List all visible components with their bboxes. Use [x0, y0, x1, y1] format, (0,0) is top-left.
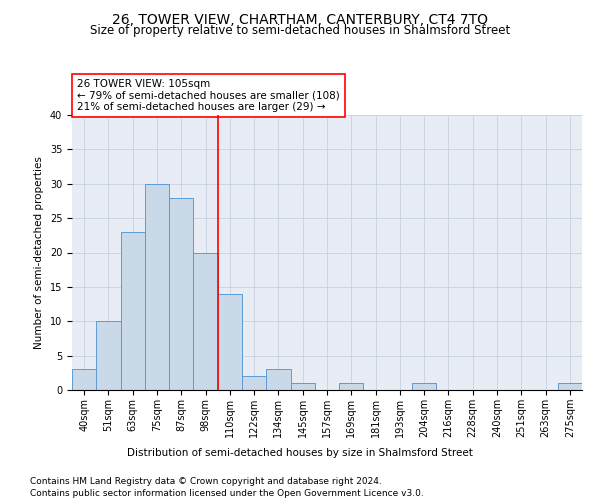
Text: 26, TOWER VIEW, CHARTHAM, CANTERBURY, CT4 7TQ: 26, TOWER VIEW, CHARTHAM, CANTERBURY, CT…: [112, 12, 488, 26]
Text: Distribution of semi-detached houses by size in Shalmsford Street: Distribution of semi-detached houses by …: [127, 448, 473, 458]
Bar: [339, 383, 364, 390]
Bar: [412, 383, 436, 390]
Bar: [290, 383, 315, 390]
Bar: [558, 383, 582, 390]
Bar: [218, 294, 242, 390]
Bar: [193, 252, 218, 390]
Bar: [266, 370, 290, 390]
Bar: [72, 370, 96, 390]
Bar: [96, 322, 121, 390]
Bar: [242, 376, 266, 390]
Bar: [145, 184, 169, 390]
Text: Contains HM Land Registry data © Crown copyright and database right 2024.: Contains HM Land Registry data © Crown c…: [30, 478, 382, 486]
Text: Contains public sector information licensed under the Open Government Licence v3: Contains public sector information licen…: [30, 489, 424, 498]
Text: 26 TOWER VIEW: 105sqm
← 79% of semi-detached houses are smaller (108)
21% of sem: 26 TOWER VIEW: 105sqm ← 79% of semi-deta…: [77, 79, 340, 112]
Text: Size of property relative to semi-detached houses in Shalmsford Street: Size of property relative to semi-detach…: [90, 24, 510, 37]
Bar: [121, 232, 145, 390]
Bar: [169, 198, 193, 390]
Y-axis label: Number of semi-detached properties: Number of semi-detached properties: [34, 156, 44, 349]
